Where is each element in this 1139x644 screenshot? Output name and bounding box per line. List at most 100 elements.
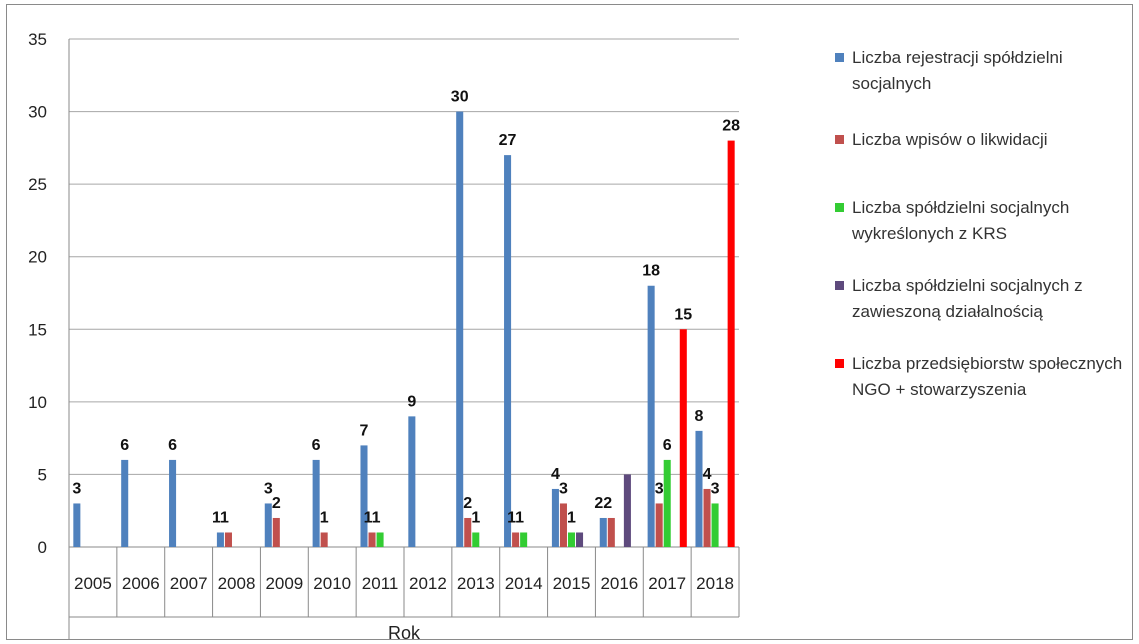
y-tick-label: 25 <box>28 175 47 194</box>
data-label: 22 <box>594 495 612 512</box>
y-tick-label: 35 <box>28 30 47 49</box>
data-label: 6 <box>663 437 672 454</box>
data-label: 28 <box>722 118 740 135</box>
bar-2 <box>512 532 520 547</box>
legend-item: Liczba rejestracji spółdzielni socjalnyc… <box>835 45 1135 97</box>
bar-1 <box>647 285 655 547</box>
bar-2 <box>559 503 567 547</box>
legend-item: Liczba wpisów o likwidacji <box>835 127 1135 153</box>
legend-label-liquidation: Liczba wpisów o likwidacji <box>852 130 1048 149</box>
data-label: 4 <box>551 466 560 483</box>
bar-2 <box>607 517 615 547</box>
bar-1 <box>169 459 177 547</box>
bar-3 <box>520 532 528 547</box>
data-label: 1 <box>567 509 576 526</box>
x-tick-label: 2005 <box>74 574 112 593</box>
x-tick-label: 2017 <box>648 574 686 593</box>
x-tick-label: 2015 <box>553 574 591 593</box>
x-tick-label: 2009 <box>265 574 303 593</box>
bar-chart: 0 5 10 15 20 25 30 35 2005 2006 2007 2008 2009 2010 20… <box>28 30 740 641</box>
legend-label-suspended: Liczba spółdzielni socjalnych z zawieszo… <box>852 276 1083 321</box>
bar-2 <box>272 517 280 547</box>
bar-1 <box>551 488 559 547</box>
x-tick-label: 2008 <box>218 574 256 593</box>
legend-item: Liczba spółdzielni socjalnych wykreślony… <box>835 195 1135 247</box>
data-label: 11 <box>364 509 381 526</box>
data-label: 1 <box>320 509 329 526</box>
data-label: 6 <box>312 437 321 454</box>
bar-3 <box>567 532 576 547</box>
y-tick-label: 30 <box>28 103 47 122</box>
bar-1 <box>216 532 224 547</box>
bar-3 <box>663 459 671 547</box>
data-label: 27 <box>499 132 517 149</box>
bar-1 <box>456 111 464 548</box>
bar-2 <box>655 503 663 547</box>
x-tick-label: 2014 <box>505 574 543 593</box>
bar-5 <box>727 140 735 547</box>
x-tick-label: 2012 <box>409 574 447 593</box>
data-label: 3 <box>711 480 720 497</box>
bar-3 <box>472 532 480 547</box>
bar-1 <box>312 459 320 547</box>
bar-1 <box>695 430 703 547</box>
legend: Liczba rejestracji spółdzielni socjalnyc… <box>835 45 1135 423</box>
bar-1 <box>599 517 607 547</box>
data-label: 3 <box>264 480 273 497</box>
data-label: 4 <box>703 466 712 483</box>
x-tick-label: 2010 <box>313 574 351 593</box>
legend-swatch-removed-krs <box>835 203 844 212</box>
bar-4 <box>623 474 631 547</box>
y-tick-label: 15 <box>28 320 47 339</box>
bar-2 <box>464 517 472 547</box>
legend-item: Liczba przedsiębiorstw społecznych NGO +… <box>835 351 1135 403</box>
x-tick-label: 2018 <box>696 574 734 593</box>
y-tick-label: 20 <box>28 248 47 267</box>
chart-frame: 0 5 10 15 20 25 30 35 2005 2006 2007 2008 2009 2010 20… <box>6 4 1135 641</box>
data-label: 3 <box>655 480 664 497</box>
bar-2 <box>224 532 232 547</box>
data-label: 6 <box>168 437 177 454</box>
data-label: 3 <box>559 480 568 497</box>
data-label: 15 <box>674 306 692 323</box>
y-tick-label: 5 <box>38 465 47 484</box>
y-tick-label: 0 <box>38 538 47 557</box>
legend-label-registrations: Liczba rejestracji spółdzielni socjalnyc… <box>852 48 1063 93</box>
bar-3 <box>376 532 384 547</box>
x-tick-label: 2006 <box>122 574 160 593</box>
bar-1 <box>264 503 272 547</box>
data-label: 30 <box>451 89 469 106</box>
bar-1 <box>73 503 81 547</box>
data-label: 7 <box>360 422 369 439</box>
x-axis-title: Rok <box>388 623 421 641</box>
bar-3 <box>711 503 719 547</box>
legend-item: Liczba spółdzielni socjalnych z zawieszo… <box>835 273 1135 325</box>
x-tick-label: 2011 <box>362 574 399 593</box>
bar-2 <box>320 532 328 547</box>
data-label: 8 <box>695 408 704 425</box>
bar-2 <box>368 532 376 547</box>
legend-swatch-registrations <box>835 53 844 62</box>
bar-5 <box>679 329 687 547</box>
data-label: 11 <box>507 509 524 526</box>
legend-swatch-suspended <box>835 281 844 290</box>
data-label: 2 <box>272 495 281 512</box>
bar-4 <box>576 532 584 547</box>
x-tick-label: 2013 <box>457 574 495 593</box>
bar-1 <box>360 445 368 547</box>
data-label: 3 <box>72 480 81 497</box>
data-label: 18 <box>642 263 660 280</box>
data-label: 11 <box>212 509 229 526</box>
x-tick-label: 2007 <box>170 574 208 593</box>
data-label: 2 <box>463 495 472 512</box>
bar-2 <box>703 488 711 547</box>
legend-swatch-liquidation <box>835 135 844 144</box>
x-tick-label: 2016 <box>600 574 638 593</box>
data-label: 9 <box>407 393 416 410</box>
bar-1 <box>121 459 129 547</box>
legend-label-ngo: Liczba przedsiębiorstw społecznych NGO +… <box>852 354 1123 399</box>
legend-swatch-ngo <box>835 359 844 368</box>
data-label: 6 <box>120 437 129 454</box>
bar-1 <box>504 155 512 547</box>
legend-label-removed-krs: Liczba spółdzielni socjalnych wykreślony… <box>852 198 1070 243</box>
